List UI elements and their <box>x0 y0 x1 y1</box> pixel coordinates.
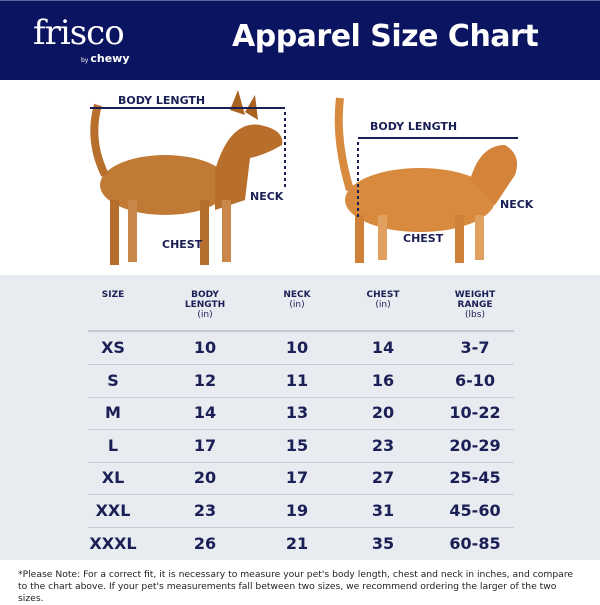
frisco-logo: frisco by chewy <box>33 13 130 65</box>
cat-neck-label: NECK <box>500 198 534 211</box>
cell-chest: 14 <box>371 338 395 357</box>
cell-size: L <box>107 435 119 455</box>
column-header-body-length: BODY LENGTH (in) <box>160 290 250 320</box>
cat-chest-label: CHEST <box>403 232 444 245</box>
cell-weight-range: 20-29 <box>449 435 501 455</box>
cell-body-length: 23 <box>193 501 217 520</box>
dog-neck-label: NECK <box>250 190 284 203</box>
pet-measurement-photos: BODY LENGTH NECK CHEST BODY LENGTH NECK … <box>0 80 600 275</box>
cell-size: XXXL <box>89 533 137 553</box>
cell-body-length: 20 <box>193 468 217 488</box>
logo-brand: frisco <box>33 13 125 53</box>
logo-by: by <box>81 57 89 64</box>
cell-neck: 17 <box>285 468 309 488</box>
cell-body-length: 14 <box>193 403 217 423</box>
logo-by-chewy: by chewy <box>81 52 130 65</box>
cell-weight-range: 45-60 <box>449 501 501 520</box>
cell-chest: 23 <box>371 435 395 455</box>
header-label: CHEST <box>366 290 400 300</box>
column-header-neck: NECK (in) <box>252 290 342 310</box>
header-label: BODY LENGTH <box>184 290 226 310</box>
cell-size: XS <box>101 338 125 357</box>
cell-size: XXL <box>95 501 131 520</box>
size-table: SIZE BODY LENGTH (in) NECK (in) CHEST (in) WEIG… <box>0 275 600 560</box>
cell-neck: 15 <box>285 435 309 455</box>
cell-chest: 35 <box>371 533 395 553</box>
column-header-chest: CHEST (in) <box>338 290 428 310</box>
cell-body-length: 26 <box>193 533 217 553</box>
column-header-weight-range: WEIGHT RANGE (lbs) <box>430 290 520 320</box>
cell-neck: 13 <box>285 403 309 423</box>
cell-chest: 20 <box>371 403 395 423</box>
cell-weight-range: 6-10 <box>454 370 496 390</box>
cell-weight-range: 10-22 <box>449 403 501 423</box>
cell-body-length: 10 <box>193 338 217 357</box>
cell-size: S <box>107 370 119 390</box>
cell-neck: 19 <box>285 501 309 520</box>
cell-chest: 31 <box>371 501 395 520</box>
cell-body-length: 17 <box>193 435 217 455</box>
cell-weight-range: 60-85 <box>449 533 501 553</box>
cell-neck: 10 <box>285 338 309 357</box>
cell-neck: 11 <box>285 370 309 390</box>
cell-neck: 21 <box>285 533 309 553</box>
row-divider <box>88 494 514 496</box>
header-label: NECK <box>283 290 311 300</box>
row-divider <box>88 527 514 528</box>
page-title: Apparel Size Chart <box>232 19 539 54</box>
row-divider <box>88 429 514 431</box>
header-unit: (lbs) <box>465 310 485 320</box>
header-label: WEIGHT RANGE <box>454 290 496 310</box>
cell-size: M <box>105 403 121 423</box>
cell-body-length: 12 <box>193 370 217 390</box>
cat-body-length-label: BODY LENGTH <box>370 120 458 133</box>
cell-size: XL <box>101 468 125 488</box>
header-unit: (in) <box>289 300 305 310</box>
cat-image <box>334 97 518 263</box>
header-label: SIZE <box>101 290 125 300</box>
cell-weight-range: 3-7 <box>460 338 490 357</box>
footnote: *Please Note: For a correct fit, it is n… <box>0 560 600 604</box>
header-divider <box>88 330 514 332</box>
dog-body-length-label: BODY LENGTH <box>118 94 206 107</box>
dog-chest-label: CHEST <box>162 238 203 251</box>
column-header-size: SIZE <box>68 290 158 300</box>
header-banner: frisco by chewy Apparel Size Chart <box>0 0 600 80</box>
row-divider <box>88 364 514 365</box>
cell-weight-range: 25-45 <box>449 468 501 488</box>
row-divider <box>88 461 514 463</box>
row-divider <box>88 396 514 398</box>
pet-illustration <box>90 90 518 265</box>
header-unit: (in) <box>197 310 213 320</box>
header-unit: (in) <box>375 300 391 310</box>
dog-image <box>90 90 286 265</box>
cell-chest: 27 <box>371 468 395 488</box>
logo-chewy: chewy <box>90 52 130 65</box>
cell-chest: 16 <box>371 370 395 390</box>
